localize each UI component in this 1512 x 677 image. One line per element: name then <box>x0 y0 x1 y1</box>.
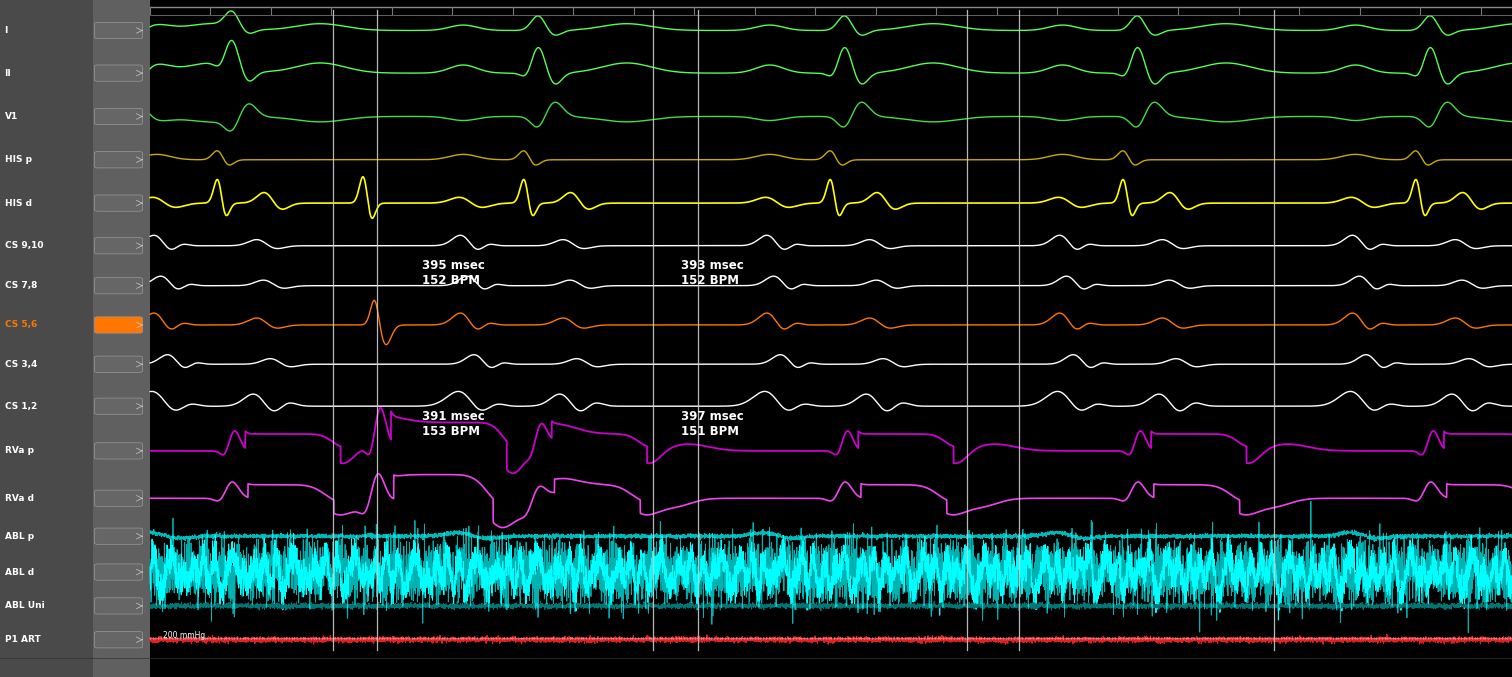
FancyBboxPatch shape <box>94 528 142 544</box>
Text: CS 1,2: CS 1,2 <box>5 401 36 411</box>
Text: CS 3,4: CS 3,4 <box>5 359 36 369</box>
FancyBboxPatch shape <box>94 65 142 81</box>
FancyBboxPatch shape <box>94 152 142 168</box>
Text: CS 5,6: CS 5,6 <box>5 320 36 330</box>
FancyBboxPatch shape <box>94 490 142 506</box>
FancyBboxPatch shape <box>94 238 142 254</box>
Text: RVa d: RVa d <box>5 494 33 503</box>
Text: RVa p: RVa p <box>5 446 33 456</box>
Text: II: II <box>5 68 11 78</box>
Text: P1 ART: P1 ART <box>5 635 41 645</box>
Text: ABL Uni: ABL Uni <box>5 601 44 611</box>
FancyBboxPatch shape <box>94 598 142 614</box>
FancyBboxPatch shape <box>94 22 142 39</box>
FancyBboxPatch shape <box>94 564 142 580</box>
FancyBboxPatch shape <box>94 317 142 333</box>
FancyBboxPatch shape <box>94 443 142 459</box>
Text: CS 7,8: CS 7,8 <box>5 281 36 290</box>
Text: 200 mmHg: 200 mmHg <box>163 630 206 640</box>
Text: ABL d: ABL d <box>5 567 33 577</box>
Text: ABL p: ABL p <box>5 531 33 541</box>
Text: 395 msec
152 BPM: 395 msec 152 BPM <box>422 259 485 287</box>
Bar <box>0 0 94 677</box>
FancyBboxPatch shape <box>94 195 142 211</box>
FancyBboxPatch shape <box>94 356 142 372</box>
Text: I: I <box>5 26 8 35</box>
Text: HIS d: HIS d <box>5 198 32 208</box>
Text: V1: V1 <box>5 112 18 121</box>
Bar <box>0 0 150 677</box>
Text: 393 msec
152 BPM: 393 msec 152 BPM <box>682 259 744 287</box>
Text: HIS p: HIS p <box>5 155 32 165</box>
FancyBboxPatch shape <box>94 398 142 414</box>
FancyBboxPatch shape <box>94 278 142 294</box>
Text: 391 msec
153 BPM: 391 msec 153 BPM <box>422 410 485 437</box>
FancyBboxPatch shape <box>94 632 142 648</box>
Text: 397 msec
151 BPM: 397 msec 151 BPM <box>682 410 744 437</box>
FancyBboxPatch shape <box>94 108 142 125</box>
Text: CS 9,10: CS 9,10 <box>5 241 42 250</box>
